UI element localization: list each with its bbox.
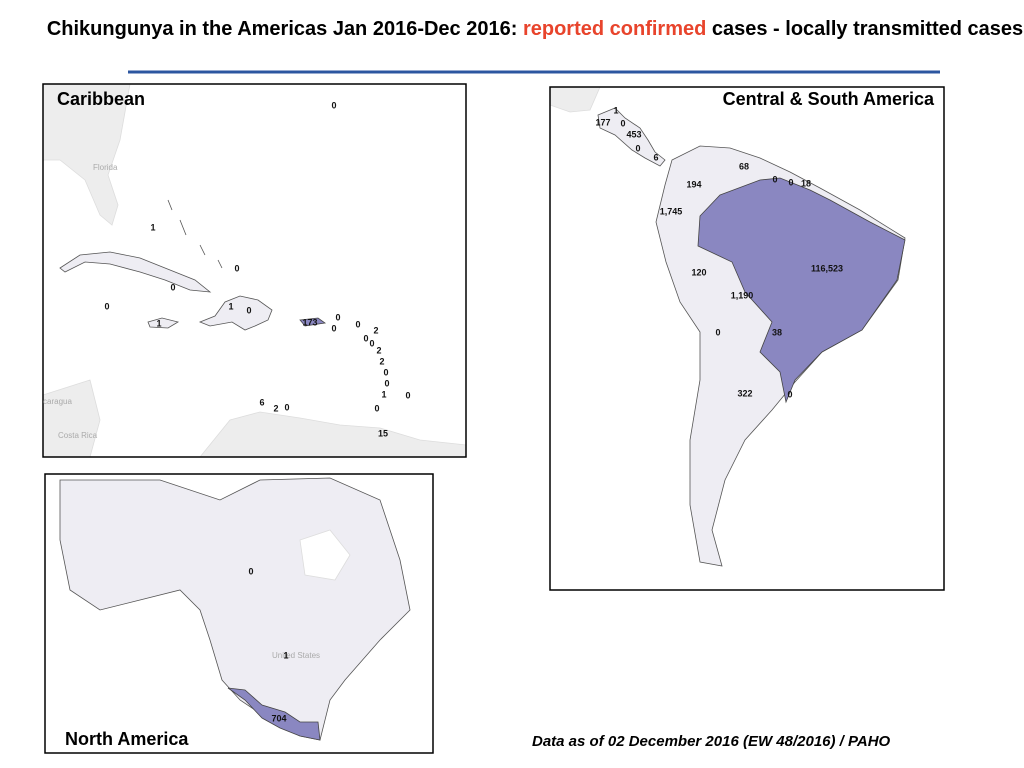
panel-border xyxy=(549,86,945,591)
case-count-label: 194 xyxy=(686,179,701,189)
case-count-label: 116,523 xyxy=(811,263,843,273)
panel-title: Central & South America xyxy=(723,89,935,109)
brazil xyxy=(697,177,906,404)
case-count-label: 0 xyxy=(284,402,289,412)
hispaniola xyxy=(198,295,273,331)
case-count-label: 0 xyxy=(248,566,253,576)
case-count-label: 6 xyxy=(259,397,264,407)
case-count-label: 1,745 xyxy=(660,206,683,216)
case-count-label: 2 xyxy=(373,325,378,335)
panel-title: North America xyxy=(65,729,189,749)
case-count-label: 0 xyxy=(331,323,336,333)
case-count-label: 0 xyxy=(335,312,340,322)
place-name: United States xyxy=(272,651,320,660)
case-count-label: 322 xyxy=(737,388,752,398)
case-count-label: 0 xyxy=(355,319,360,329)
footnote: Data as of 02 December 2016 (EW 48/2016)… xyxy=(532,733,891,750)
place-name: Costa Rica xyxy=(58,431,98,440)
panel-border xyxy=(44,473,434,754)
north-america-map xyxy=(44,473,434,754)
case-count-label: 18 xyxy=(801,178,811,188)
case-count-label: 68 xyxy=(739,161,749,171)
case-count-label: 1,190 xyxy=(731,290,754,300)
case-count-label: 1 xyxy=(150,222,155,232)
place-name: Florida xyxy=(93,163,118,172)
case-count-label: 0 xyxy=(635,143,640,153)
case-count-label: 0 xyxy=(170,282,175,292)
case-count-label: 0 xyxy=(104,301,109,311)
case-count-label: 0 xyxy=(234,263,239,273)
case-count-label: 2 xyxy=(273,403,278,413)
case-count-label: 1 xyxy=(613,105,618,115)
panel-title: Caribbean xyxy=(57,89,145,109)
case-count-label: 0 xyxy=(331,100,336,110)
bahamas xyxy=(167,199,223,269)
case-count-label: 0 xyxy=(788,177,793,187)
case-count-label: 0 xyxy=(620,118,625,128)
south-america-map xyxy=(549,86,945,591)
cuba xyxy=(59,251,212,293)
mexico xyxy=(227,687,321,741)
case-count-label: 0 xyxy=(384,378,389,388)
case-count-label: 0 xyxy=(772,174,777,184)
case-count-label: 1 xyxy=(228,301,233,311)
case-count-label: 1 xyxy=(156,318,161,328)
title-highlight: reported confirmed xyxy=(522,18,707,40)
case-count-label: 15 xyxy=(378,428,388,438)
case-count-label: 1 xyxy=(283,650,288,660)
case-count-label: 0 xyxy=(383,367,388,377)
panel-border xyxy=(42,83,467,458)
case-count-label: 0 xyxy=(405,390,410,400)
case-count-label: 1 xyxy=(381,389,386,399)
place-name: caragua xyxy=(43,397,72,406)
case-count-label: 0 xyxy=(246,305,251,315)
case-count-label: 2 xyxy=(379,356,384,366)
case-count-label: 0 xyxy=(369,338,374,348)
slide-title: Chikungunya in the Americas Jan 2016-Dec… xyxy=(40,16,1024,43)
case-count-label: 0 xyxy=(363,333,368,343)
case-count-label: 0 xyxy=(374,403,379,413)
central-america xyxy=(597,107,666,167)
jamaica xyxy=(147,317,180,329)
case-count-label: 173 xyxy=(302,317,317,327)
case-count-label: 2 xyxy=(376,345,381,355)
case-count-label: 38 xyxy=(772,327,782,337)
puerto-rico xyxy=(299,317,327,327)
florida xyxy=(42,83,131,226)
case-count-label: 0 xyxy=(787,389,792,399)
case-count-label: 453 xyxy=(626,129,641,139)
title-text: Chikungunya in the Americas Jan 2016-Dec… xyxy=(46,18,518,40)
title-text: cases - locally transmitted cases xyxy=(711,18,1024,40)
case-count-label: 120 xyxy=(691,267,706,277)
case-count-label: 177 xyxy=(595,117,610,127)
caribbean-map xyxy=(42,83,467,458)
case-count-label: 6 xyxy=(653,152,658,162)
hudson-bay xyxy=(299,529,351,581)
case-count-label: 0 xyxy=(715,327,720,337)
case-count-label: 704 xyxy=(271,713,286,723)
